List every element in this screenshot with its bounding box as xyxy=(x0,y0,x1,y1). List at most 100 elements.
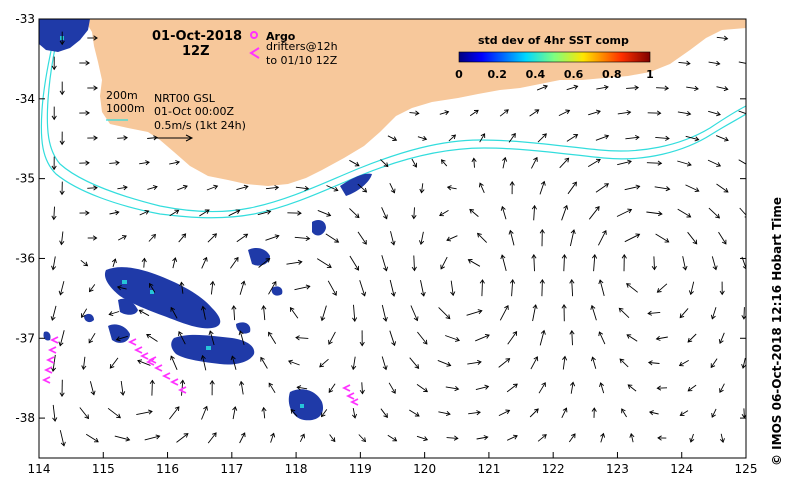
current-arrow xyxy=(502,156,508,169)
current-arrow xyxy=(117,235,127,241)
current-arrow xyxy=(236,233,249,243)
current-arrow xyxy=(169,160,181,166)
current-arrow xyxy=(679,410,689,416)
contour-1000m xyxy=(40,19,746,219)
current-arrow xyxy=(409,409,420,417)
current-arrow xyxy=(81,356,87,371)
current-arrow xyxy=(561,303,567,322)
scale-label: 0.5m/s (1kt 24h) xyxy=(154,119,246,132)
current-arrow xyxy=(107,407,121,419)
current-arrow xyxy=(591,407,597,418)
current-arrow xyxy=(417,331,428,345)
current-arrow xyxy=(351,408,358,419)
current-arrow xyxy=(590,356,597,369)
current-arrow xyxy=(710,307,717,320)
current-arrow xyxy=(389,279,396,297)
current-arrow xyxy=(531,204,537,221)
drifter-marker-icon xyxy=(249,47,260,59)
current-arrow xyxy=(239,432,246,444)
current-arrow xyxy=(678,360,689,367)
current-arrow xyxy=(209,280,216,295)
drifter-marker xyxy=(147,356,157,364)
current-arrow xyxy=(206,184,219,191)
current-arrow xyxy=(595,183,609,193)
current-arrow xyxy=(359,330,365,347)
colorbar-tick-label: 1 xyxy=(646,68,654,81)
current-arrow xyxy=(320,409,328,418)
current-arrow xyxy=(688,281,695,296)
current-arrow xyxy=(588,206,600,220)
current-arrow xyxy=(79,407,90,420)
current-arrow xyxy=(448,134,457,142)
current-arrow xyxy=(239,380,245,395)
current-arrow xyxy=(265,185,280,191)
current-arrow xyxy=(598,279,605,297)
current-arrow xyxy=(562,355,568,370)
current-arrow xyxy=(446,235,458,242)
current-arrow xyxy=(718,332,725,344)
colorbar-gradient xyxy=(458,51,651,63)
map-date: 01-Oct-2018 xyxy=(152,29,242,44)
current-arrow xyxy=(498,409,511,417)
current-arrow xyxy=(79,210,90,216)
current-arrow xyxy=(116,285,127,291)
x-tick-label: 120 xyxy=(413,462,436,476)
drifter-marker xyxy=(45,356,55,364)
current-arrow xyxy=(477,232,488,243)
x-tick-label: 123 xyxy=(606,462,629,476)
current-arrow xyxy=(591,253,598,272)
current-arrow xyxy=(629,432,635,443)
current-arrow xyxy=(201,405,208,420)
colorbar-title: std dev of 4hr SST comp xyxy=(478,34,629,47)
current-arrow xyxy=(532,304,538,322)
current-arrow xyxy=(539,228,545,247)
current-arrow xyxy=(536,84,548,91)
current-arrow xyxy=(59,231,65,246)
drifter-marker xyxy=(47,346,57,354)
colorbar-tick-label: 0 xyxy=(455,68,463,81)
current-arrow xyxy=(566,84,579,91)
x-tick-label: 122 xyxy=(542,462,565,476)
current-arrow xyxy=(179,281,185,294)
drifters-label-line1: drifters@12h xyxy=(266,40,338,53)
current-arrow xyxy=(320,305,327,322)
current-arrow xyxy=(678,60,691,66)
current-arrow xyxy=(268,331,277,344)
current-arrow xyxy=(439,210,449,217)
current-arrow xyxy=(52,404,58,422)
current-arrow xyxy=(498,358,511,368)
current-arrow xyxy=(741,307,746,320)
x-tick-label: 114 xyxy=(28,462,51,476)
current-arrow xyxy=(679,308,689,319)
current-arrow xyxy=(507,434,518,441)
current-arrow xyxy=(438,307,451,320)
current-arrow xyxy=(530,356,539,370)
current-arrow xyxy=(719,383,725,394)
current-arrow xyxy=(588,109,601,116)
current-arrow xyxy=(587,158,601,167)
current-arrow xyxy=(51,206,57,221)
current-arrow xyxy=(708,207,721,219)
current-arrow xyxy=(137,359,151,366)
current-arrow xyxy=(718,231,727,245)
current-arrow xyxy=(328,383,336,394)
current-arrow xyxy=(621,253,627,272)
current-arrow xyxy=(747,36,758,40)
current-arrow xyxy=(686,85,699,92)
current-arrow xyxy=(416,435,429,442)
current-arrow xyxy=(508,229,515,246)
current-arrow xyxy=(349,208,360,219)
current-arrow xyxy=(87,135,98,141)
current-arrow xyxy=(595,134,610,141)
depth-1000-label: 1000m xyxy=(106,102,145,115)
current-arrow xyxy=(230,355,237,370)
current-arrow xyxy=(268,280,277,295)
y-axis: -33 -34 -35 -36 -37 -38 xyxy=(15,12,746,425)
current-arrow xyxy=(381,356,388,371)
current-arrow xyxy=(708,110,721,117)
colorbar-tick-label: 0.8 xyxy=(602,68,622,81)
current-arrow xyxy=(109,160,120,166)
drifter-marker xyxy=(133,346,143,354)
current-arrow xyxy=(538,382,546,394)
